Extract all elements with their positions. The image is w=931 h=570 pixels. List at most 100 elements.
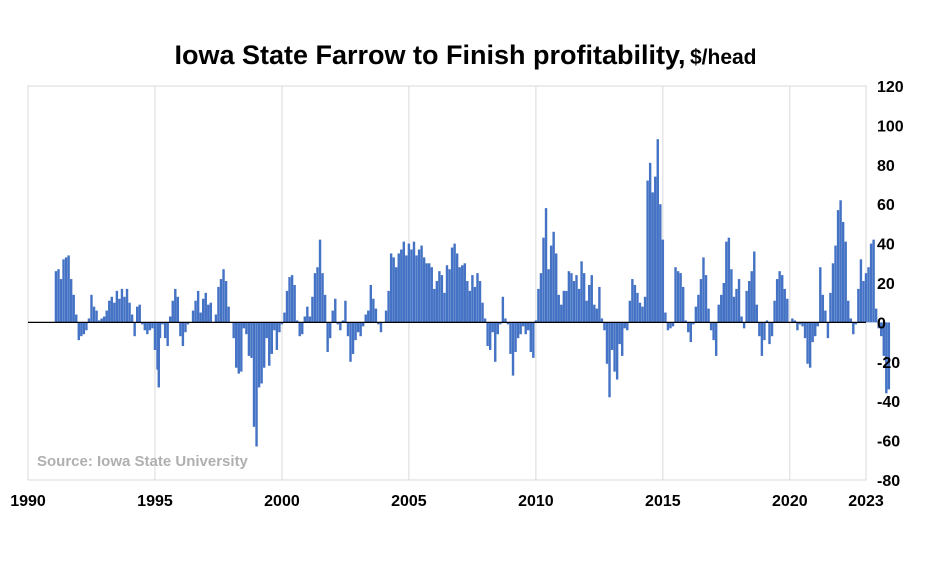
bar xyxy=(821,294,825,323)
bar xyxy=(341,320,345,323)
bar xyxy=(316,267,319,323)
y-tick-label: 120 xyxy=(877,79,904,96)
bar xyxy=(54,271,58,323)
bar xyxy=(750,271,753,323)
bar xyxy=(407,243,411,323)
bar xyxy=(720,294,723,323)
bar xyxy=(425,263,428,323)
bar xyxy=(334,298,337,323)
bar xyxy=(450,247,454,323)
bar xyxy=(796,322,799,331)
bar xyxy=(765,320,769,323)
bar xyxy=(486,322,489,347)
bar xyxy=(448,269,451,323)
bar xyxy=(468,290,472,323)
bar xyxy=(501,296,505,323)
bar xyxy=(831,263,835,323)
bar xyxy=(671,322,675,327)
bar xyxy=(808,322,812,368)
bar xyxy=(552,231,555,323)
bar xyxy=(443,292,446,323)
bar xyxy=(471,275,474,323)
bar xyxy=(288,277,291,323)
bar xyxy=(885,322,888,394)
bar xyxy=(217,286,220,323)
bar xyxy=(209,302,213,323)
bar xyxy=(59,279,63,323)
bar xyxy=(118,298,121,323)
bar xyxy=(326,322,329,352)
bar xyxy=(120,288,124,323)
bar xyxy=(676,271,680,323)
bar xyxy=(547,269,550,323)
y-tick-label: -40 xyxy=(877,394,900,411)
bar xyxy=(488,322,492,350)
bar xyxy=(623,322,626,329)
bar xyxy=(499,322,502,325)
x-tick-label: 1995 xyxy=(137,493,173,510)
bar xyxy=(130,314,134,323)
bar xyxy=(829,292,832,323)
bar xyxy=(77,322,80,341)
x-tick-label: 2020 xyxy=(772,493,808,510)
bar xyxy=(336,322,340,325)
bar xyxy=(483,318,487,323)
bar xyxy=(666,322,670,331)
bar xyxy=(560,304,563,323)
bar xyxy=(783,288,786,323)
bar xyxy=(359,322,362,337)
bar xyxy=(384,310,388,323)
bar xyxy=(176,296,180,323)
bar xyxy=(742,322,746,329)
bar xyxy=(755,304,759,323)
bar xyxy=(773,300,776,323)
bar xyxy=(491,322,494,333)
bar xyxy=(308,316,312,323)
bar xyxy=(763,322,766,341)
bar xyxy=(854,322,858,325)
bar xyxy=(146,322,149,335)
bar xyxy=(849,318,852,323)
chart-title-main: Iowa State Farrow to Finish profitabilit… xyxy=(174,40,686,70)
bar xyxy=(395,267,398,323)
bar xyxy=(392,257,395,323)
bar xyxy=(882,322,885,356)
bar xyxy=(405,255,408,323)
bar xyxy=(75,314,78,323)
bar xyxy=(397,253,400,323)
bar xyxy=(252,322,256,427)
bar xyxy=(707,308,710,323)
bar xyxy=(542,237,545,323)
bar xyxy=(656,139,659,323)
bar xyxy=(184,322,187,333)
bar xyxy=(527,322,530,331)
bar xyxy=(92,306,96,323)
bar xyxy=(659,204,662,323)
bar xyxy=(803,322,807,339)
bar xyxy=(598,286,601,323)
bar xyxy=(610,322,614,350)
bar xyxy=(402,241,406,323)
bar xyxy=(473,286,477,323)
bar xyxy=(857,288,860,323)
bar xyxy=(758,322,761,337)
bar xyxy=(250,322,253,358)
bar xyxy=(704,275,708,323)
bar xyxy=(438,271,441,323)
bar xyxy=(509,322,512,354)
bar xyxy=(115,290,119,323)
bar xyxy=(862,281,865,323)
bar xyxy=(90,294,93,323)
bar xyxy=(143,322,147,331)
bar xyxy=(496,322,499,335)
bar xyxy=(521,322,525,327)
bar xyxy=(554,253,558,323)
bar xyxy=(633,284,637,323)
bar xyxy=(257,322,261,388)
bar xyxy=(110,296,113,323)
bar xyxy=(780,275,784,323)
bar xyxy=(549,245,553,323)
bar xyxy=(100,318,103,323)
bar xyxy=(478,281,482,323)
